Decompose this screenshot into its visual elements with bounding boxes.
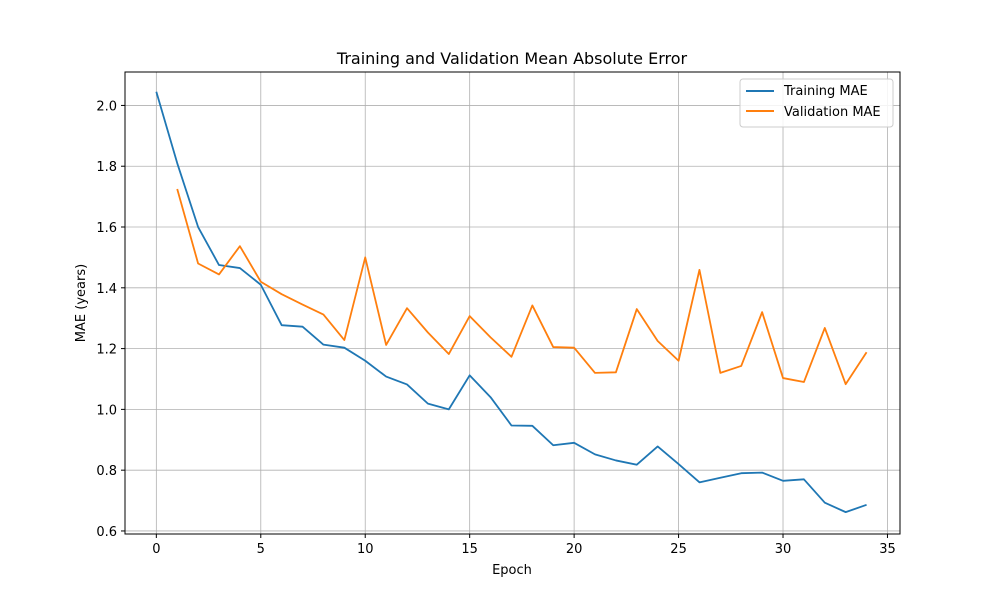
series-group bbox=[155, 91, 868, 514]
y-tick-label: 1.4 bbox=[96, 282, 117, 297]
x-ticks: 0 5 10 15 20 25 30 35 bbox=[152, 534, 896, 557]
x-tick-label: 10 bbox=[357, 542, 374, 557]
x-axis-label: Epoch bbox=[492, 563, 532, 578]
y-tick-label: 2.0 bbox=[96, 99, 117, 114]
y-axis-label: MAE (years) bbox=[74, 264, 89, 342]
x-tick-label: 20 bbox=[566, 542, 583, 557]
y-tick-label: 0.6 bbox=[96, 525, 117, 540]
y-tick-label: 1.6 bbox=[96, 221, 117, 236]
series-line-validation-mae bbox=[176, 188, 868, 386]
plot-frame bbox=[124, 71, 901, 535]
y-ticks: 0.6 0.8 1.0 1.2 1.4 1.6 1.8 2.0 bbox=[96, 99, 125, 540]
grid bbox=[125, 72, 900, 534]
legend-box bbox=[739, 78, 894, 128]
x-tick-label: 35 bbox=[879, 542, 896, 557]
x-tick-label: 0 bbox=[152, 542, 160, 557]
legend: Training MAE Validation MAE bbox=[739, 78, 894, 128]
x-tick-label: 30 bbox=[775, 542, 792, 557]
x-tick-label: 15 bbox=[461, 542, 478, 557]
y-tick-label: 1.0 bbox=[96, 403, 117, 418]
chart-title: Training and Validation Mean Absolute Er… bbox=[336, 49, 688, 68]
y-tick-label: 0.8 bbox=[96, 464, 117, 479]
x-tick-label: 25 bbox=[670, 542, 687, 557]
x-tick-label: 5 bbox=[257, 542, 265, 557]
y-tick-label: 1.2 bbox=[96, 343, 117, 358]
y-tick-label: 1.8 bbox=[96, 160, 117, 175]
legend-label-validation: Validation MAE bbox=[784, 105, 881, 120]
series-line-training-mae bbox=[155, 91, 867, 514]
legend-label-training: Training MAE bbox=[783, 84, 868, 99]
